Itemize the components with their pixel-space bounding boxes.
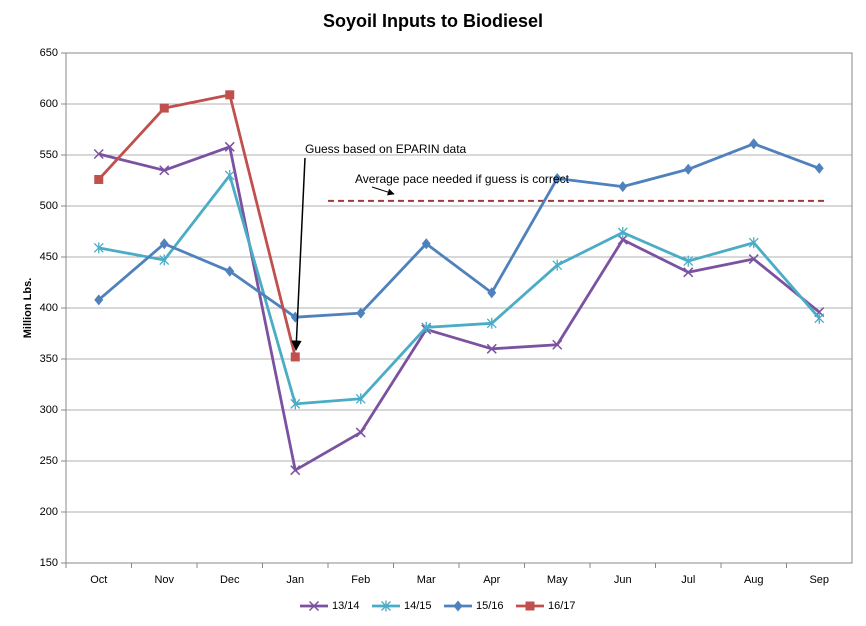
point xyxy=(224,141,235,152)
point xyxy=(486,317,497,329)
y-axis-label: Million Lbs. xyxy=(22,278,34,339)
point xyxy=(552,172,562,184)
point xyxy=(93,242,104,254)
point xyxy=(224,169,235,181)
x-tick-label: Jul xyxy=(681,574,695,586)
series-line xyxy=(97,93,297,358)
point xyxy=(618,181,628,193)
y-tick-label: 550 xyxy=(40,149,58,161)
point xyxy=(486,343,497,354)
point xyxy=(683,267,694,278)
point xyxy=(290,352,300,362)
series-line xyxy=(97,142,820,319)
reference-arrow xyxy=(371,186,395,196)
point xyxy=(617,234,628,245)
y-tick-label: 150 xyxy=(40,557,58,569)
point xyxy=(748,237,759,249)
series-line xyxy=(98,174,821,406)
plot-frame xyxy=(65,52,853,564)
point xyxy=(290,465,301,476)
legend-label: 14/15 xyxy=(404,600,432,612)
point xyxy=(356,307,366,319)
x-tick-label: Apr xyxy=(483,574,500,586)
point xyxy=(617,227,628,239)
point xyxy=(159,165,170,176)
point xyxy=(487,287,497,299)
y-tick-label: 450 xyxy=(40,251,58,263)
y-tick-label: 600 xyxy=(40,98,58,110)
point xyxy=(749,138,759,150)
y-tick-label: 300 xyxy=(40,404,58,416)
point xyxy=(748,254,759,265)
point xyxy=(93,148,104,160)
point xyxy=(381,600,391,612)
x-tick-label: Aug xyxy=(744,574,764,586)
x-tick-label: Dec xyxy=(220,574,240,586)
point xyxy=(552,259,563,271)
y-tick-label: 400 xyxy=(40,302,58,314)
point xyxy=(355,393,366,405)
point xyxy=(355,427,366,438)
y-tick-label: 500 xyxy=(40,200,58,212)
x-tick-label: Mar xyxy=(417,574,436,586)
point xyxy=(94,174,104,184)
x-tick-label: Jun xyxy=(614,574,632,586)
x-tick-label: Feb xyxy=(351,574,370,586)
legend-label: 16/17 xyxy=(548,600,576,612)
legend-label: 13/14 xyxy=(332,600,360,612)
point xyxy=(421,321,432,333)
y-tick-label: 650 xyxy=(40,47,58,59)
point xyxy=(683,255,694,267)
point xyxy=(421,238,431,250)
annotation: Guess based on EPARIN data xyxy=(305,142,467,156)
chart-title: Soyoil Inputs to Biodiesel xyxy=(323,11,543,31)
point xyxy=(683,163,693,175)
legend-label: 15/16 xyxy=(476,600,504,612)
point xyxy=(159,103,169,113)
point xyxy=(159,254,170,266)
point xyxy=(308,600,320,612)
y-tick-label: 250 xyxy=(40,455,58,467)
annotation-arrow xyxy=(291,157,306,352)
point xyxy=(225,90,235,100)
point xyxy=(94,294,104,306)
point xyxy=(814,312,825,324)
point xyxy=(159,238,169,250)
y-tick-label: 350 xyxy=(40,353,58,365)
x-tick-label: Oct xyxy=(90,574,107,586)
x-tick-label: May xyxy=(547,574,568,586)
y-tick-label: 200 xyxy=(40,506,58,518)
series-line xyxy=(98,145,821,472)
point xyxy=(552,339,563,350)
point xyxy=(453,600,463,612)
x-tick-label: Nov xyxy=(154,574,174,586)
point xyxy=(525,601,535,611)
x-tick-label: Jan xyxy=(286,574,304,586)
x-tick-label: Sep xyxy=(809,574,829,586)
point xyxy=(225,265,235,277)
reference-label: Average pace needed if guess is correct xyxy=(355,172,570,186)
point xyxy=(814,162,824,174)
point xyxy=(290,398,301,410)
